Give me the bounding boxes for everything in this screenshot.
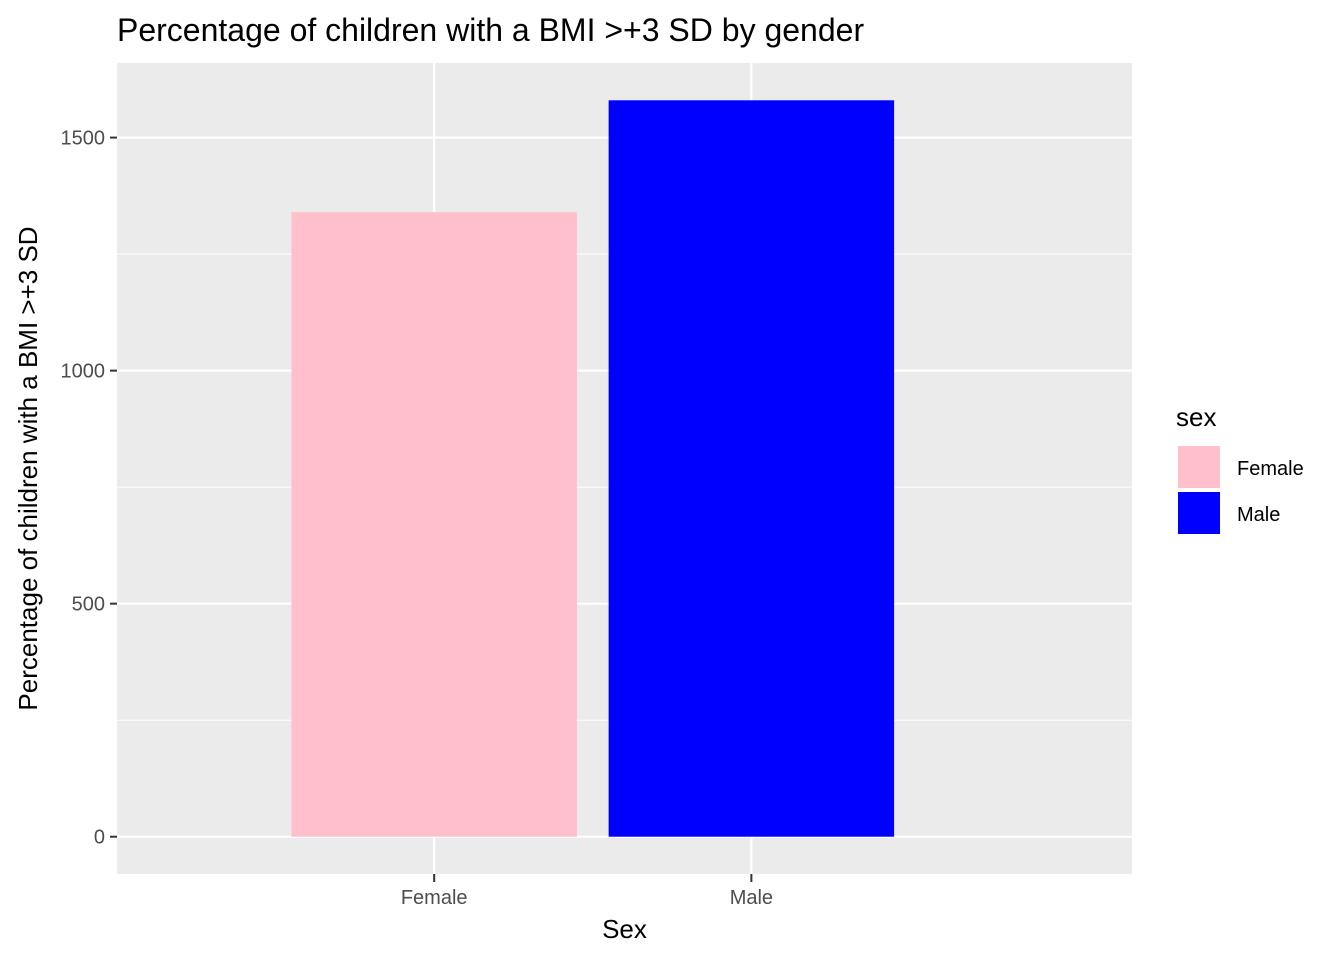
bar-male: [608, 100, 895, 837]
y-tick-label: 0: [94, 827, 105, 849]
y-tick-label: 1000: [61, 361, 106, 383]
y-axis: 0 500 1000 1500: [61, 128, 117, 849]
legend-key-female: [1176, 444, 1222, 490]
y-axis-title: Percentage of children with a BMI >+3 SD: [13, 226, 43, 710]
x-axis: Female Male: [401, 874, 773, 909]
bar-female: [291, 212, 577, 837]
x-axis-title: Sex: [602, 914, 647, 944]
y-tick-label: 500: [72, 594, 105, 616]
legend-items: Female Male: [1176, 444, 1304, 536]
legend: sex Female Male: [1176, 402, 1304, 536]
x-tick-label: Female: [401, 887, 468, 909]
y-tick-label: 1500: [61, 128, 106, 150]
x-tick-label: Male: [730, 887, 773, 909]
legend-label-male: Male: [1237, 504, 1280, 526]
legend-title: sex: [1176, 402, 1216, 432]
chart-title: Percentage of children with a BMI >+3 SD…: [117, 12, 864, 48]
legend-key-male: [1176, 490, 1222, 536]
legend-label-female: Female: [1237, 458, 1304, 480]
bars: [291, 100, 895, 837]
